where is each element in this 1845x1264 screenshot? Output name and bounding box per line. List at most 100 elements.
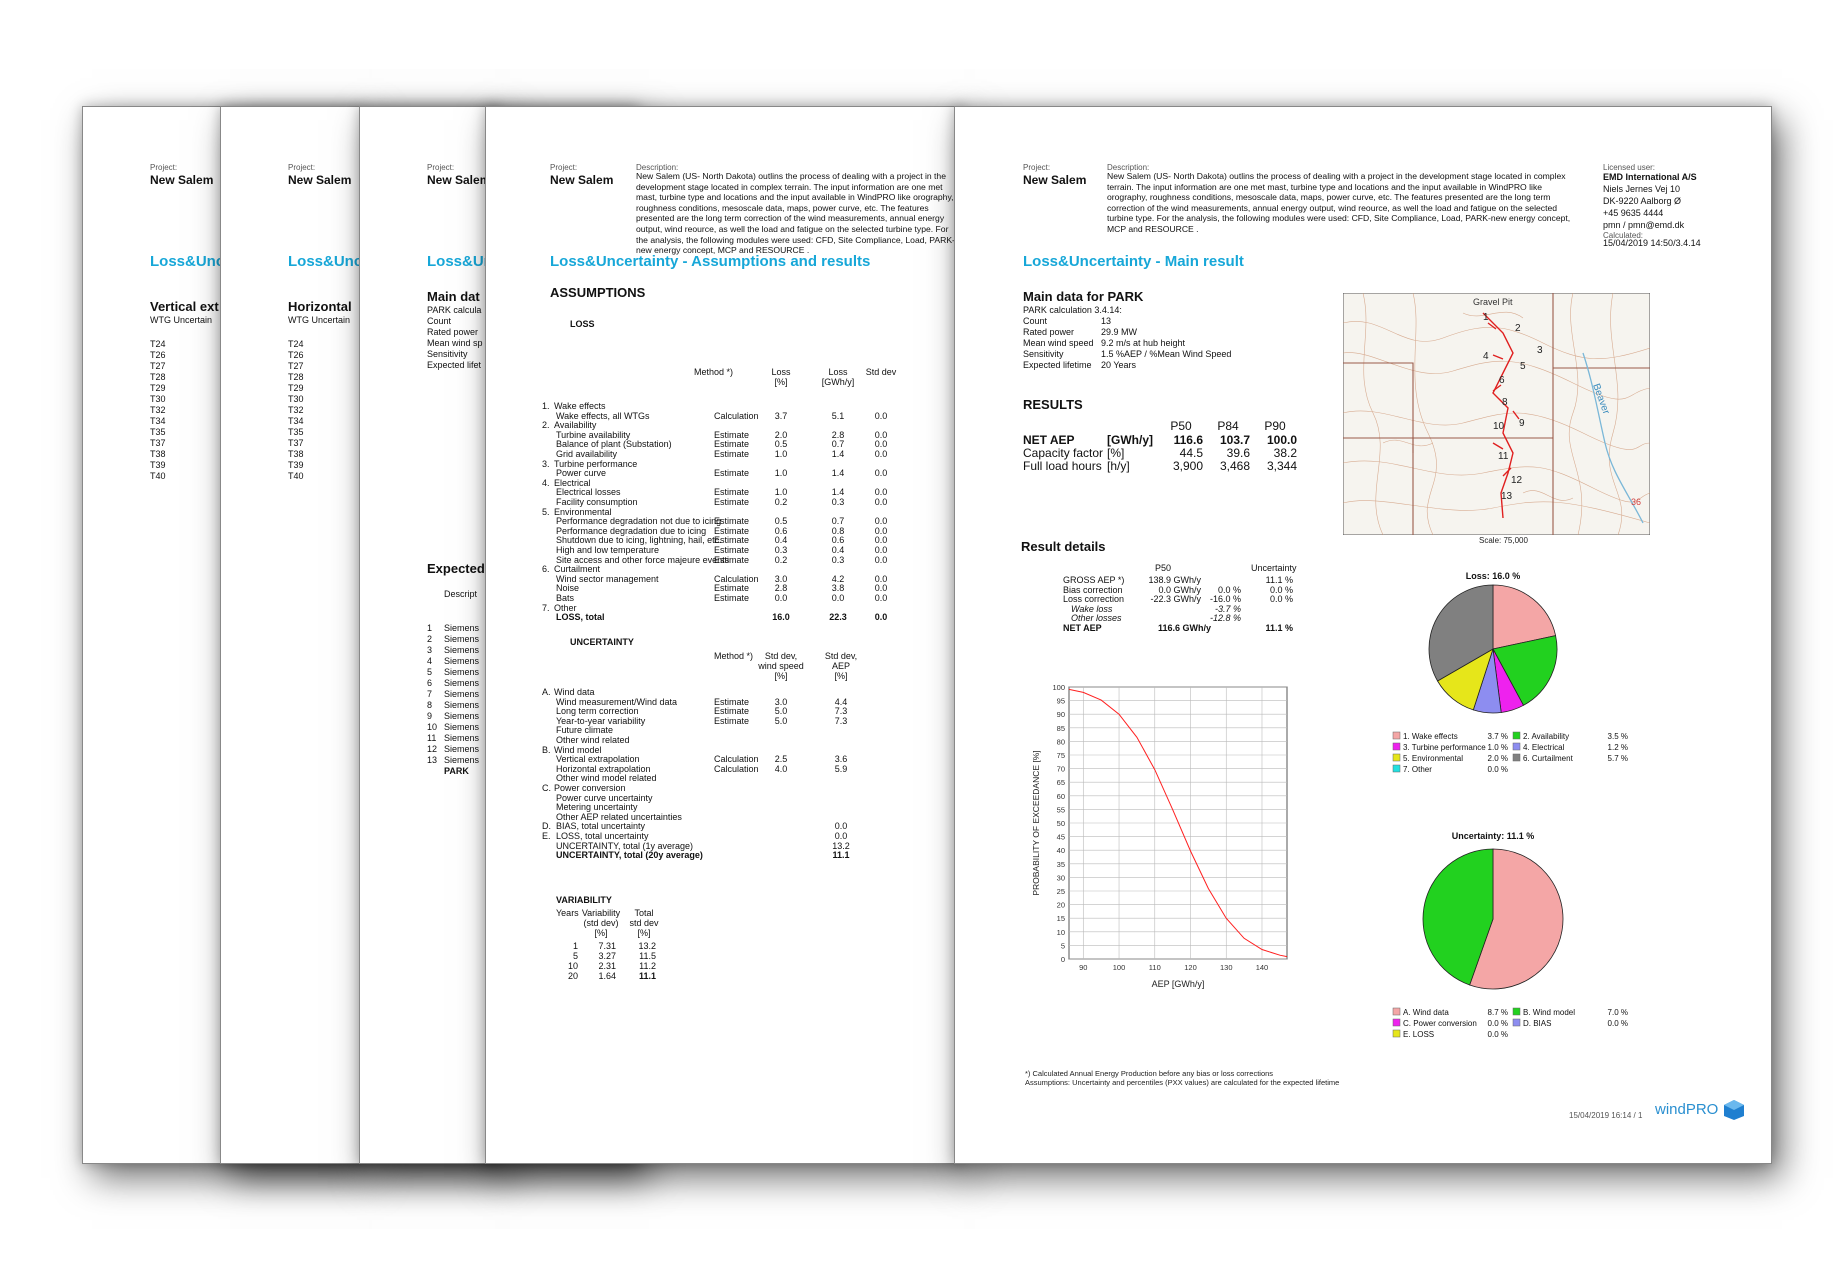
section-heading: Main dat — [427, 289, 480, 304]
wtg-label: 6 — [1499, 375, 1505, 386]
row-index: 4. — [542, 477, 550, 488]
row-method: Estimate — [714, 429, 750, 440]
x-tick-label: 130 — [1220, 963, 1233, 972]
main-data-key: PARK calculation 3.4.14: — [1023, 305, 1122, 315]
section-heading: Vertical ext — [150, 299, 219, 314]
legend-label: 5. Environmental — [1403, 754, 1463, 763]
main-data-row: Expected lifetime 20 Years — [1023, 360, 1323, 371]
legend-value: 0.0 % — [1488, 1030, 1508, 1039]
turbine-index: 13 — [427, 755, 438, 765]
main-data-value: 13 — [1101, 316, 1112, 326]
row-label: Curtailment — [554, 564, 601, 575]
turbine-row: 1 Siemens — [427, 623, 479, 634]
row-loss-gwh: 1.4 — [831, 449, 845, 459]
row-loss-gwh: 0.7 — [831, 516, 845, 527]
row-std: 0.0 — [874, 468, 888, 479]
details-row-label: Bias correction — [1063, 584, 1123, 595]
row-loss-pct: 2.8 — [774, 583, 788, 594]
details-row-label: Other losses — [1071, 613, 1122, 624]
row-label: Future climate — [556, 725, 614, 736]
turbine-type: Siemens — [444, 711, 480, 721]
y-tick-label: 85 — [1057, 724, 1065, 733]
result-details-table: P50 Uncertainty GROSS AEP *) 138.9 GWh/y 11.… — [1063, 563, 1303, 643]
row-loss-gwh: 0.3 — [831, 497, 845, 507]
legend-swatch — [1392, 764, 1401, 773]
col-variability: Variability (std dev) [%] — [581, 908, 621, 938]
row-loss-gwh: 1.4 — [831, 487, 845, 498]
wtg-row: T34 — [288, 416, 304, 426]
row-loss-gwh: 0.0 — [831, 593, 845, 603]
legend-label: 4. Electrical — [1523, 743, 1565, 752]
row-label: Other — [554, 602, 577, 613]
loss-pie-chart: Loss: 16.0 % 1. Wake effects 3.7 % 2. Avail… — [1392, 571, 1628, 774]
x-axis-label: AEP [GWh/y] — [1152, 979, 1205, 989]
legend-swatch — [1512, 731, 1521, 740]
table-header: WTG Uncertain — [150, 315, 213, 325]
row-loss-gwh: 3.8 — [831, 583, 845, 594]
licensed-phone: +45 9635 4444 — [1603, 208, 1664, 218]
licensed-company: EMD International A/S — [1603, 172, 1697, 182]
row-label: High and low temperature — [556, 545, 660, 555]
row-label: Long term correction — [556, 706, 639, 717]
wtg-row: T29 — [150, 383, 166, 393]
legend-value: 1.2 % — [1608, 743, 1628, 752]
legend-value: 8.7 % — [1488, 1008, 1508, 1017]
exceedance-curve — [1068, 688, 1288, 958]
results-value: 103.7 — [1219, 433, 1250, 447]
param-label: Count — [427, 316, 452, 326]
legend-swatch — [1392, 731, 1401, 740]
page-title: Loss&Unc — [150, 253, 225, 270]
legend-swatch — [1512, 1007, 1521, 1016]
results-table: P50 P84 P90 NET AEP [GWh/y] 116.6 103.7 100.0 Ca… — [1023, 419, 1297, 489]
loss-heading: LOSS — [570, 319, 595, 329]
wtg-label: 11 — [1498, 451, 1509, 462]
row-label: UNCERTAINTY, total (1y average) — [556, 840, 694, 851]
project-name: New Salem — [550, 173, 614, 187]
legend-label: 7. Other — [1403, 765, 1432, 774]
row-label: Turbine availability — [556, 429, 631, 440]
turbine-index: 12 — [427, 744, 438, 754]
y-tick-label: 50 — [1057, 819, 1065, 828]
row-index: D. — [542, 821, 551, 832]
turbine-index: 7 — [427, 689, 433, 699]
footnote: *) Calculated Annual Energy Production b… — [1025, 1069, 1274, 1078]
row-label: Facility consumption — [556, 497, 638, 507]
details-net-unc: 11.1 % — [1265, 623, 1293, 633]
wtg-row: T38 — [150, 449, 166, 459]
row-std-aep: 7.3 — [834, 715, 848, 726]
y-tick-label: 80 — [1057, 737, 1065, 746]
table-header: WTG Uncertain — [288, 315, 351, 325]
row-years: 5 — [572, 951, 578, 961]
details-row-unc: 11.1 % — [1265, 575, 1293, 585]
page-title: Loss&Uncertainty - Main result — [1023, 253, 1244, 270]
turbine-row: 5 Siemens — [427, 667, 479, 678]
turbine-index: 5 — [427, 667, 433, 677]
y-tick-label: 90 — [1057, 710, 1065, 719]
wtg-row: T38 — [288, 449, 304, 459]
legend-swatch — [1392, 1018, 1401, 1027]
total-loss-gwh: 22.3 — [829, 612, 847, 623]
wtg-row: T39 — [288, 460, 304, 470]
turbine-type: Siemens — [444, 634, 480, 644]
main-data-key: Expected lifetime — [1023, 360, 1092, 370]
row-index: 3. — [542, 458, 550, 469]
wtg-label: 8 — [1502, 397, 1508, 408]
row-label: Horizontal extrapolation — [556, 763, 651, 774]
row-label: Bats — [556, 593, 575, 603]
legend-swatch — [1512, 742, 1521, 751]
results-row-unit: [h/y] — [1107, 459, 1130, 473]
turbine-type: Siemens — [444, 700, 480, 710]
map-gravel-label: Gravel Pit — [1473, 297, 1513, 307]
row-index: 2. — [542, 420, 550, 431]
legend-value: 0.0 % — [1488, 765, 1508, 774]
wtg-row: T35 — [288, 427, 304, 437]
legend-swatch — [1512, 753, 1521, 762]
param-label: Sensitivity — [427, 349, 468, 359]
row-label: Balance of plant (Substation) — [556, 439, 672, 450]
turbine-type: Siemens — [444, 667, 480, 677]
wtg-label: 3 — [1537, 345, 1543, 356]
row-loss-pct: 0.6 — [774, 525, 788, 536]
project-name: New Salem — [288, 173, 352, 187]
total-std-aep: 11.1 — [832, 850, 850, 861]
pie-slice — [1469, 848, 1564, 990]
